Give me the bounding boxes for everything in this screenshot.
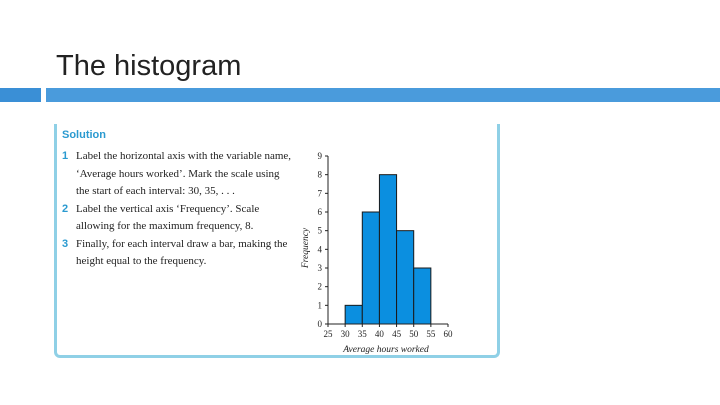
solution-step-2: 2 Label the vertical axis ‘Frequency’. S… [62, 201, 292, 236]
title-accent-block [0, 88, 41, 102]
y-tick-label: 5 [318, 226, 323, 236]
step-number: 1 [62, 150, 69, 162]
solution-step-1: 1 Label the horizontal axis with the var… [62, 148, 292, 201]
x-axis-label: Average hours worked [342, 345, 429, 355]
step-number: 3 [62, 237, 69, 250]
y-tick-label: 2 [318, 282, 323, 292]
step-text: Label the vertical axis ‘Frequency’. Sca… [76, 202, 260, 233]
histogram-bar [361, 211, 380, 325]
x-tick-label: 25 [324, 329, 334, 339]
x-tick-label: 45 [392, 329, 402, 339]
histogram-bar [413, 267, 432, 325]
x-tick-label: 30 [341, 329, 351, 339]
histogram-bar [344, 304, 363, 325]
x-tick-label: 50 [409, 329, 419, 339]
solution-box [54, 124, 500, 358]
step-text: Label the horizontal axis with the varia… [76, 150, 292, 197]
x-tick-label: 55 [426, 329, 436, 339]
step-text: Finally, for each interval draw a bar, m… [76, 237, 288, 268]
solution-step-3: 3 Finally, for each interval draw a bar,… [62, 236, 292, 271]
y-tick-label: 6 [318, 207, 323, 217]
y-tick-label: 8 [318, 170, 323, 180]
histogram-bar [396, 230, 415, 325]
y-tick-label: 1 [318, 300, 323, 310]
y-tick-label: 9 [318, 151, 323, 161]
y-tick-label: 7 [318, 188, 323, 198]
y-tick-label: 3 [318, 263, 323, 273]
y-tick-label: 4 [318, 244, 323, 254]
solution-steps: 1 Label the horizontal axis with the var… [62, 148, 292, 271]
solution-heading: Solution [62, 129, 106, 141]
x-tick-label: 40 [375, 329, 385, 339]
step-number: 2 [62, 202, 69, 215]
y-tick-label: 0 [318, 319, 323, 329]
x-tick-label: 60 [444, 329, 454, 339]
y-axis-label: Frequency [301, 227, 311, 269]
slide-title: The histogram [56, 50, 242, 82]
title-accent-bar [46, 88, 720, 102]
x-tick-label: 35 [358, 329, 368, 339]
histogram-bar [378, 174, 398, 325]
